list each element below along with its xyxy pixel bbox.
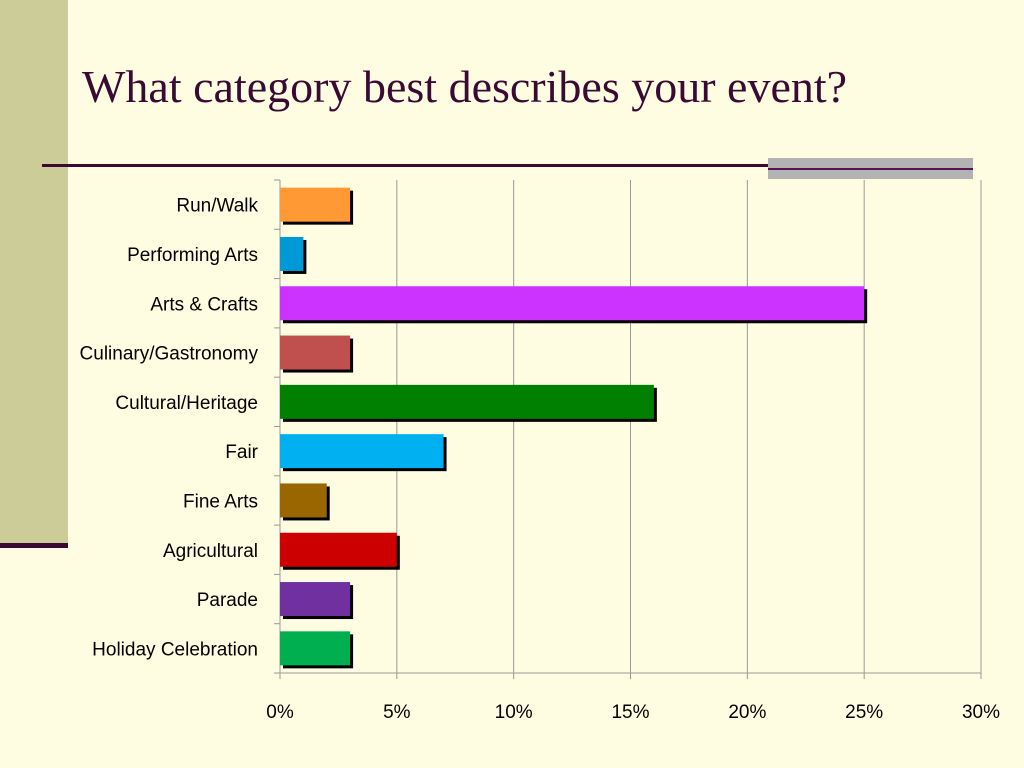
x-tick-label: 15%: [611, 702, 649, 723]
bar: [280, 631, 351, 666]
category-label: Holiday Celebration: [92, 639, 258, 660]
title-accent-line: [768, 168, 973, 170]
bar: [280, 384, 654, 419]
category-label: Parade: [197, 590, 258, 611]
bar: [280, 483, 327, 518]
slide-title: What category best describes your event?: [82, 61, 848, 112]
category-label: Fair: [225, 442, 258, 463]
category-label: Agricultural: [163, 541, 258, 562]
category-label: Performing Arts: [127, 245, 258, 266]
gridlines: [396, 180, 982, 673]
category-label: Cultural/Heritage: [115, 393, 258, 414]
side-band: [0, 0, 68, 546]
category-labels: Run/Walk Performing Arts Arts & Crafts Culi…: [80, 196, 259, 661]
category-label: Culinary/Gastronomy: [80, 344, 259, 365]
x-tick-label: 10%: [495, 702, 533, 723]
bar: [280, 286, 865, 321]
x-tick-label: 5%: [383, 702, 411, 723]
x-tick-label: 0%: [266, 702, 294, 723]
bars: [280, 187, 868, 669]
category-label: Run/Walk: [176, 196, 258, 217]
bar: [280, 434, 444, 469]
category-label: Fine Arts: [183, 491, 258, 512]
x-tick-labels: 0% 5% 10% 15% 20% 25% 30%: [266, 702, 1000, 723]
side-rule: [0, 543, 68, 548]
bar: [280, 335, 351, 370]
bar: [280, 236, 304, 271]
bar: [280, 582, 351, 617]
x-tick-label: 20%: [728, 702, 766, 723]
axes: [274, 179, 982, 679]
title-rule: [42, 164, 972, 167]
category-label: Arts & Crafts: [150, 294, 258, 315]
x-tick-label: 25%: [845, 702, 883, 723]
bar: [280, 187, 351, 222]
x-tick-label: 30%: [962, 702, 1000, 723]
bar: [280, 532, 397, 567]
